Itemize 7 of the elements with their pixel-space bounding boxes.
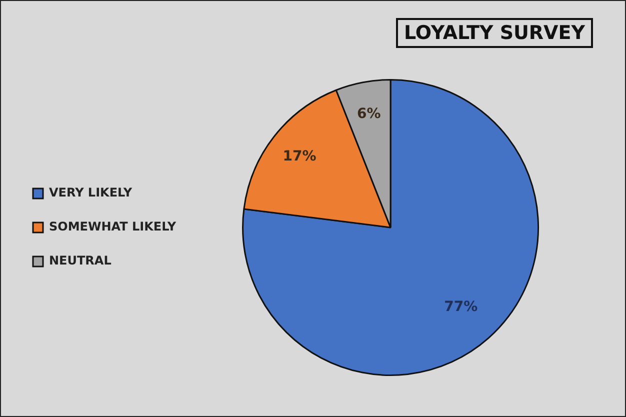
data-label: 77% — [444, 298, 478, 315]
chart-title: LOYALTY SURVEY — [396, 18, 593, 48]
legend-label: SOMEWHAT LIKELY — [49, 220, 176, 234]
data-label: 6% — [357, 106, 381, 122]
legend-label: VERY LIKELY — [49, 186, 132, 200]
legend-label: NEUTRAL — [49, 254, 112, 268]
data-label: 17% — [282, 148, 316, 165]
